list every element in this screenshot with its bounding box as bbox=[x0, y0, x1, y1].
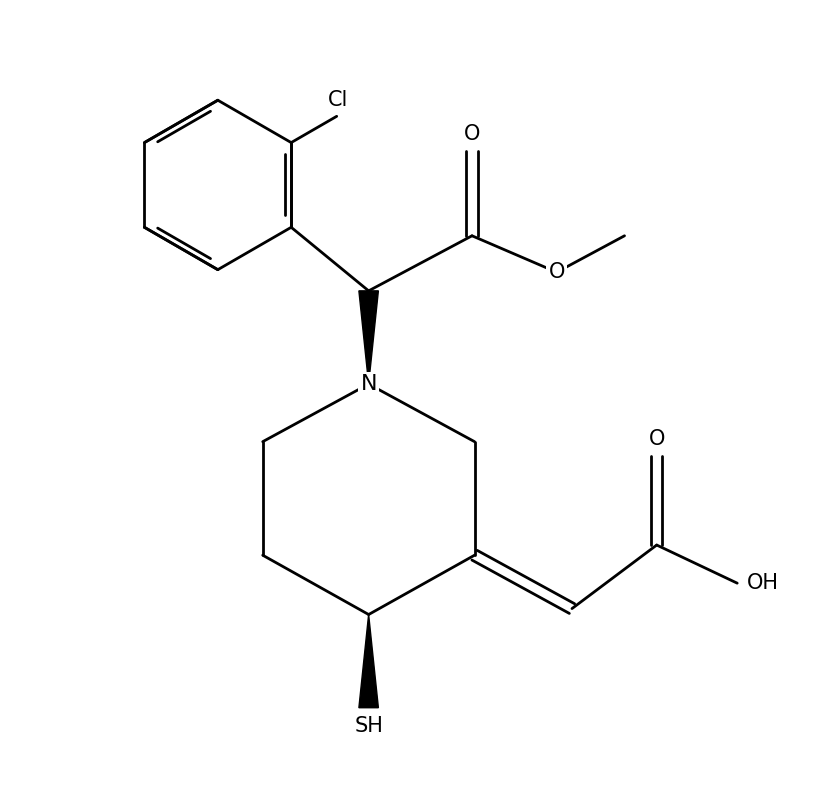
Text: Cl: Cl bbox=[328, 90, 349, 110]
Polygon shape bbox=[359, 614, 378, 707]
Text: O: O bbox=[548, 262, 565, 282]
Text: O: O bbox=[464, 124, 480, 144]
Text: O: O bbox=[649, 429, 665, 449]
Text: N: N bbox=[360, 374, 376, 394]
Text: OH: OH bbox=[747, 573, 779, 593]
Polygon shape bbox=[359, 291, 378, 384]
Text: SH: SH bbox=[354, 716, 383, 736]
